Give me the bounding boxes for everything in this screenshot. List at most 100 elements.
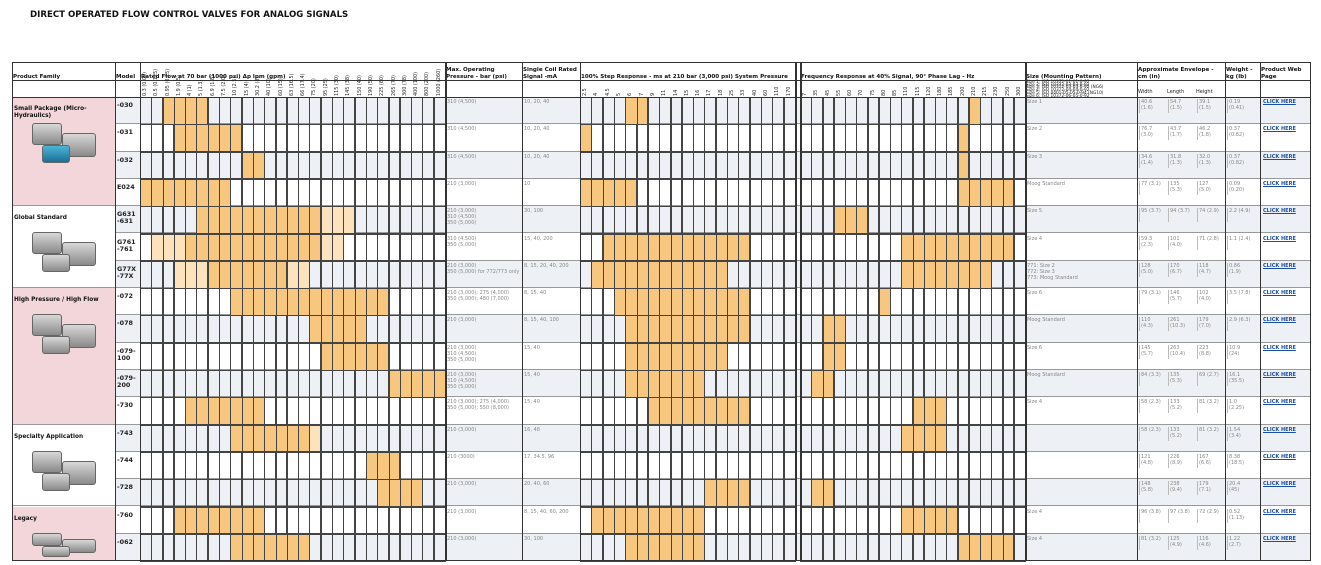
flow-cell (399, 288, 412, 316)
product-photo (42, 336, 70, 355)
web-link[interactable]: CLICK HERE (1263, 399, 1296, 406)
web-link[interactable]: CLICK HERE (1263, 153, 1296, 160)
flow-cell-line (173, 97, 175, 125)
flow-cell (343, 97, 356, 125)
freq-cell (901, 342, 914, 371)
step-cell (636, 397, 649, 426)
step_columns-column-label: 16 (695, 89, 702, 96)
freq-cell (968, 479, 981, 508)
web-link[interactable]: CLICK HERE (1263, 481, 1296, 488)
flow-cell (298, 151, 311, 180)
freq-cell-line (822, 370, 824, 398)
step-cell-line (647, 315, 649, 343)
step-cell-line (670, 533, 672, 562)
freq-cell (1013, 315, 1026, 344)
height: 179 (7.1) (1197, 481, 1221, 496)
step-cell-line (715, 315, 717, 343)
flow-cell-line (388, 451, 390, 480)
flow-cell-line (219, 124, 220, 152)
freq-cell (890, 288, 902, 316)
web-link[interactable]: CLICK HERE (1263, 317, 1296, 324)
freq-cell (878, 424, 891, 453)
width: 40.6 (1.6) (1139, 99, 1163, 113)
step-cell-line (715, 397, 717, 425)
signal: 10, 20, 40 (524, 153, 550, 160)
flow-cell (140, 260, 152, 289)
flow-cell (388, 315, 401, 344)
web-link[interactable]: CLICK HERE (1263, 99, 1296, 105)
web-link[interactable]: CLICK HERE (1263, 426, 1296, 433)
freq-cell (822, 288, 835, 316)
flow-cell-line (264, 533, 265, 562)
flow-cell (298, 451, 311, 480)
web-link[interactable]: CLICK HERE (1263, 180, 1296, 187)
web-link[interactable]: CLICK HERE (1263, 372, 1296, 378)
step-cell (681, 206, 694, 235)
step-cell-line (647, 288, 649, 316)
flow-cell-line (298, 424, 299, 452)
flow-cell (388, 178, 401, 207)
length: 170 (6.7) (1168, 262, 1192, 277)
product-photo (32, 314, 62, 337)
width: 145 (5.7) (1139, 344, 1163, 359)
step-cell (591, 124, 604, 153)
step-cell-line (659, 533, 660, 562)
web-link[interactable]: CLICK HERE (1263, 290, 1296, 297)
web-link[interactable]: CLICK HERE (1263, 126, 1296, 133)
freq-cell (957, 315, 970, 344)
flow-cell (433, 479, 446, 508)
flow-cell (433, 342, 446, 371)
step-cell (580, 151, 592, 180)
freq-cell (845, 451, 857, 480)
freq-highlight (957, 178, 1015, 207)
weight: 1.0 (2.25) (1227, 399, 1251, 414)
flow-cell (388, 506, 401, 535)
step-cell (761, 124, 773, 153)
flow-cell (354, 479, 367, 508)
freq-cell-line (935, 233, 936, 261)
web-link[interactable]: CLICK HERE (1263, 453, 1296, 460)
step-cell-line (704, 397, 706, 425)
flow-cell-line (354, 342, 356, 370)
web-link[interactable]: CLICK HERE (1263, 535, 1296, 542)
web-link[interactable]: CLICK HERE (1263, 262, 1296, 269)
header-signal: Single Coil Rated Signal -mA (523, 62, 579, 80)
freq-cell (845, 315, 857, 344)
flow-cell (241, 97, 254, 125)
flow_columns-column-label: 7.5 (2.0) (221, 75, 228, 96)
pressure: 350 (5,000); 480 (7,000) (447, 296, 509, 303)
flow-cell (343, 397, 356, 426)
flow-cell (275, 397, 288, 426)
step-cell (761, 315, 773, 344)
web-link[interactable]: CLICK HERE (1263, 344, 1296, 351)
web-link[interactable]: CLICK HERE (1263, 235, 1296, 242)
web-link[interactable]: CLICK HERE (1263, 208, 1296, 215)
width: 58 (2.3) (1139, 399, 1163, 414)
model: -078 (117, 319, 133, 328)
flow-cell (140, 370, 152, 398)
freq-cell (845, 233, 857, 262)
web-link[interactable]: CLICK HERE (1263, 508, 1296, 515)
flow-cell (354, 151, 367, 180)
step-cell (580, 370, 592, 398)
flow-cell-line (173, 178, 175, 207)
flow-cell (332, 397, 344, 426)
flow-cell (388, 342, 401, 371)
freq-cell-line (968, 178, 970, 207)
flow-cell (377, 97, 390, 125)
freq-cell (867, 97, 880, 125)
row-background (115, 451, 1310, 480)
size-list-item: Size 2: ISO 10372-03-03-0-92 (1026, 82, 1090, 88)
flow-highlight (173, 260, 209, 289)
pressure: 210 (3,000) (447, 481, 477, 488)
step-cell-line (727, 397, 728, 425)
freq-cell (1013, 178, 1026, 207)
freq-cell (890, 342, 902, 371)
product-photo (32, 123, 62, 145)
flow-cell (354, 206, 367, 235)
width: 79 (3.1) (1139, 290, 1163, 305)
freq-cell (878, 533, 891, 562)
freq-cell (935, 178, 947, 207)
freq-cell (935, 370, 947, 398)
step-cell-line (704, 342, 706, 370)
